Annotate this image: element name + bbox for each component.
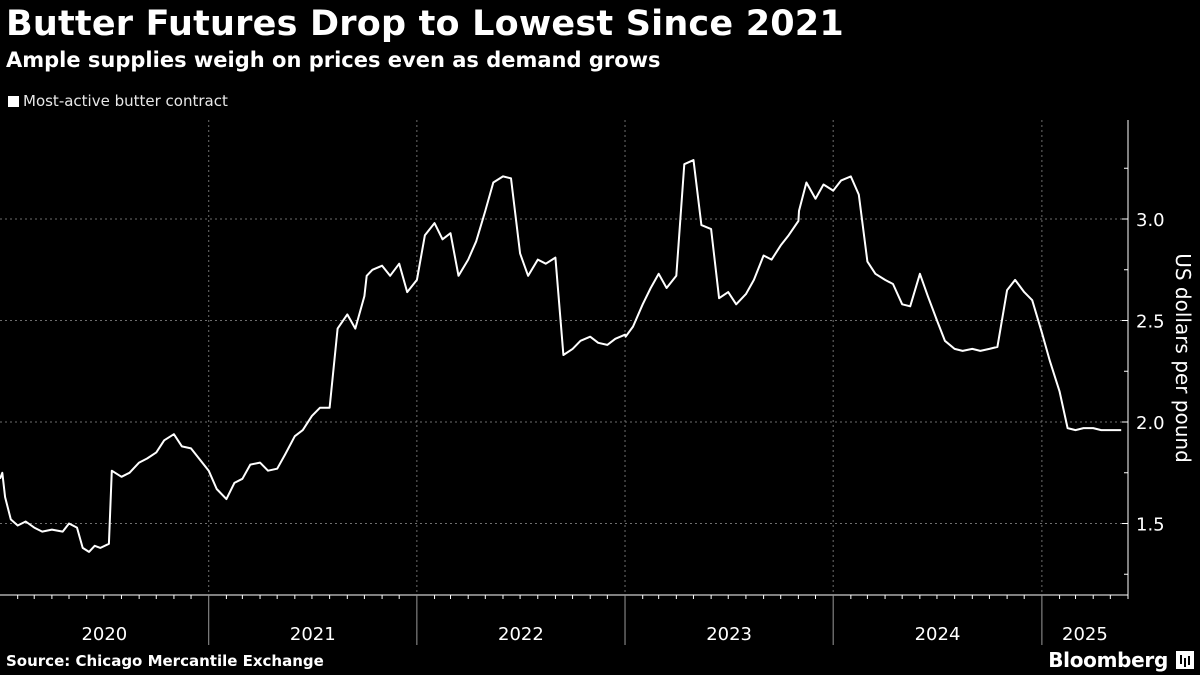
x-tick-label: 2025 [1062, 624, 1108, 645]
y-tick-label: 2.5 [1136, 312, 1165, 333]
x-tick-label: 2020 [81, 624, 127, 645]
legend-swatch [8, 95, 19, 107]
chart-subtitle: Ample supplies weigh on prices even as d… [6, 48, 661, 72]
series-line-butter [0, 159, 1122, 553]
chart-title: Butter Futures Drop to Lowest Since 2021 [6, 4, 844, 44]
legend: Most-active butter contract [8, 92, 228, 110]
y-tick-label: 1.5 [1136, 515, 1165, 536]
source-note: Source: Chicago Mercantile Exchange [6, 652, 324, 670]
y-tick-label: 3.0 [1136, 210, 1165, 231]
y-axis-label: US dollars per pound [1171, 253, 1195, 463]
bloomberg-terminal-icon [1176, 651, 1194, 669]
x-tick-label: 2022 [498, 624, 544, 645]
legend-label: Most-active butter contract [23, 92, 228, 110]
x-tick-label: 2023 [706, 624, 752, 645]
ticks: 1.5 2.0 2.5 3.0 2020 2021 2022 2023 2024 2025 [81, 210, 1164, 645]
series-layer [0, 159, 1122, 553]
axes [0, 120, 1129, 645]
y-tick-label: 2.0 [1136, 413, 1165, 434]
x-tick-label: 2024 [915, 624, 961, 645]
grid [0, 120, 1122, 595]
x-tick-label: 2021 [290, 624, 336, 645]
bloomberg-logo: Bloomberg [1048, 648, 1168, 672]
